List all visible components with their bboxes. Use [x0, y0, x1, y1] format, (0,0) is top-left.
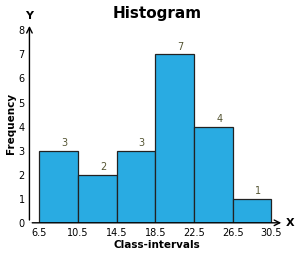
Text: 2: 2: [100, 162, 106, 172]
Bar: [155, 54, 194, 223]
Bar: [233, 199, 272, 223]
Y-axis label: Frequency: Frequency: [6, 92, 16, 154]
Text: Y: Y: [26, 11, 33, 21]
Text: 1: 1: [255, 186, 261, 196]
Bar: [78, 175, 117, 223]
Bar: [194, 126, 233, 223]
Text: 3: 3: [139, 138, 145, 148]
Text: 3: 3: [61, 138, 68, 148]
Text: 4: 4: [216, 114, 222, 124]
Bar: [39, 151, 78, 223]
Text: X: X: [286, 218, 295, 228]
X-axis label: Class-intervals: Class-intervals: [113, 240, 200, 250]
Title: Histogram: Histogram: [112, 6, 201, 20]
Text: 7: 7: [177, 42, 184, 52]
Bar: [117, 151, 155, 223]
